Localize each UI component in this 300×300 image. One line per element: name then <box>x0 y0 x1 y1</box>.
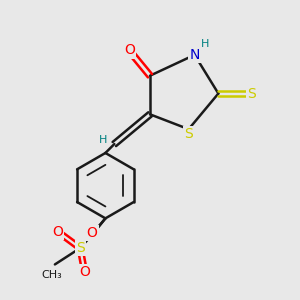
Text: H: H <box>99 135 107 145</box>
Text: O: O <box>124 44 135 57</box>
Text: N: N <box>189 48 200 62</box>
Text: S: S <box>184 127 193 141</box>
Text: O: O <box>87 226 98 240</box>
Text: O: O <box>52 225 63 239</box>
Text: CH₃: CH₃ <box>41 270 62 280</box>
Text: O: O <box>79 265 90 279</box>
Text: S: S <box>76 241 85 255</box>
Text: S: S <box>247 86 255 100</box>
Text: H: H <box>201 40 209 50</box>
